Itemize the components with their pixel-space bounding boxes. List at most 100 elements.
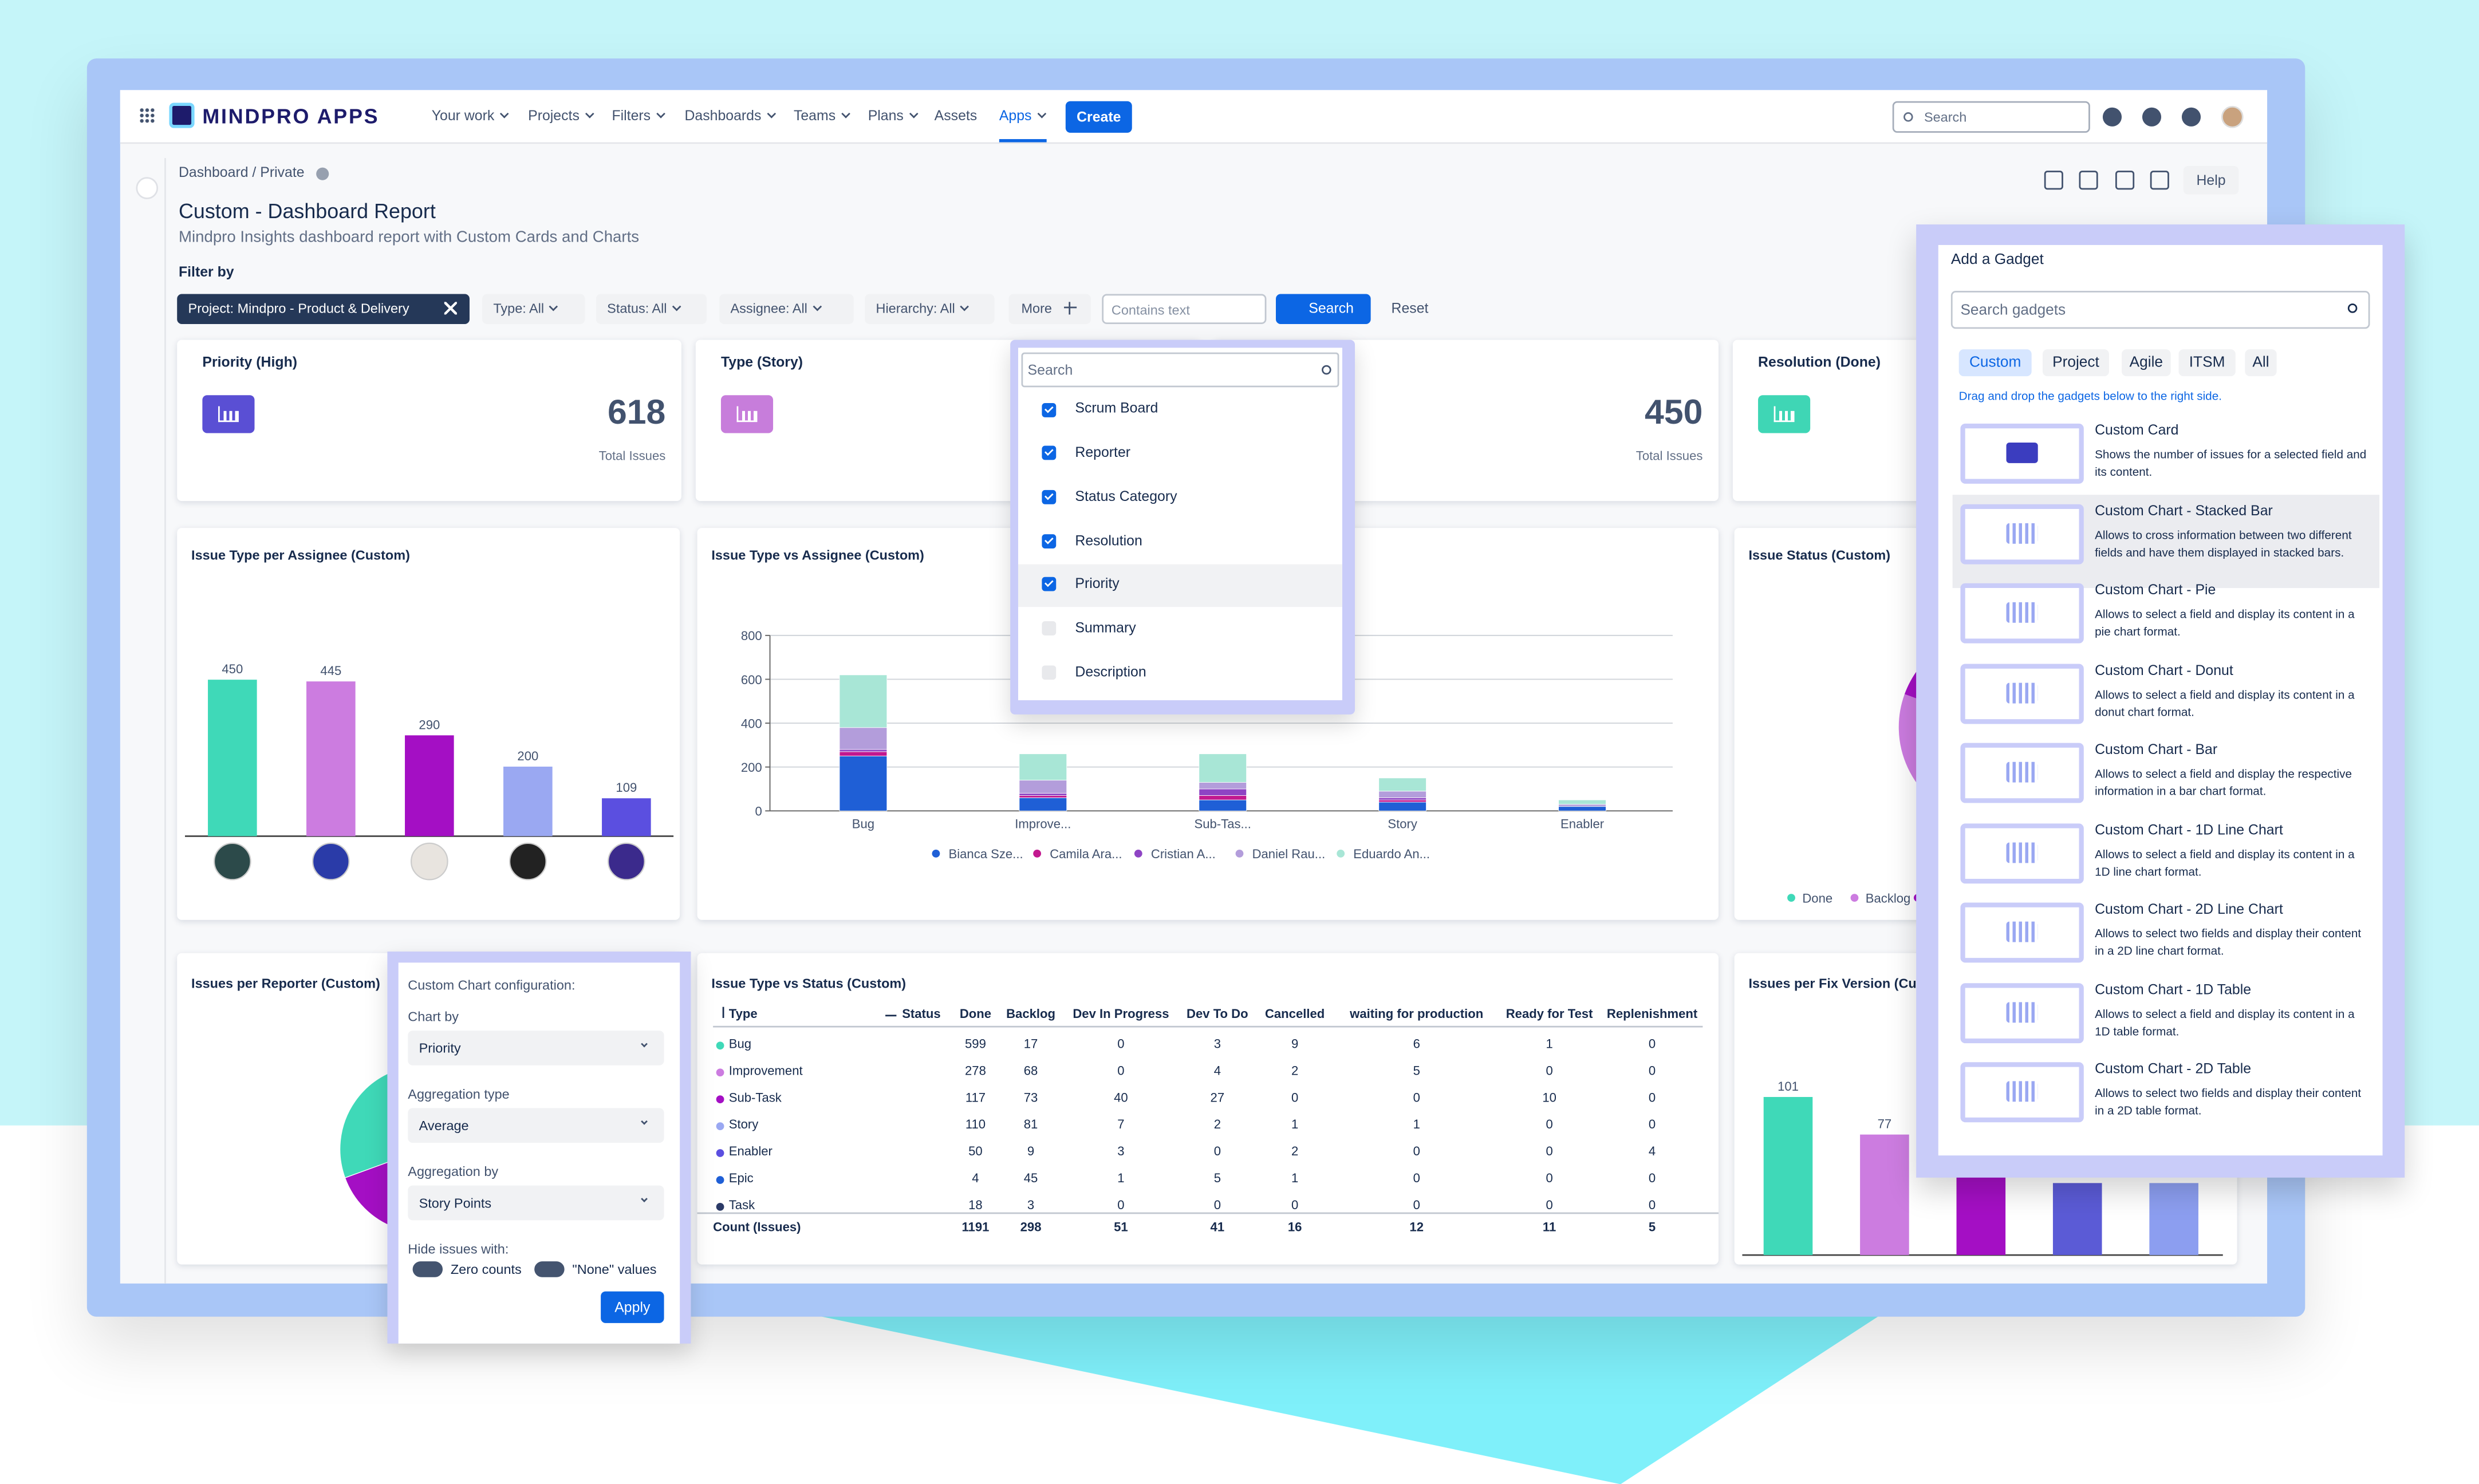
select[interactable]: Average <box>408 1108 664 1143</box>
toggle[interactable] <box>412 1261 443 1277</box>
menu-option[interactable]: Reporter <box>1075 444 1131 460</box>
settings-icon[interactable] <box>2181 107 2201 127</box>
search-box[interactable]: Search <box>1892 101 2090 133</box>
nav-item[interactable]: Projects <box>528 108 592 125</box>
menu-option[interactable]: Priority <box>1075 575 1120 592</box>
config-panel: Custom Chart configuration: Chart by Prior… <box>387 952 691 1344</box>
nav-item[interactable]: Plans <box>868 108 916 125</box>
table-cell: 0 <box>1546 1064 1553 1078</box>
table-cell: 117 <box>965 1091 986 1105</box>
nav-item[interactable]: Your work <box>432 108 507 125</box>
filter-chip[interactable]: Hierarchy: All <box>865 294 995 324</box>
notifications[interactable] <box>2102 107 2122 127</box>
filter-chip[interactable]: Status: All <box>596 294 707 324</box>
chip-remove[interactable] <box>444 302 457 315</box>
gadget-name[interactable]: Custom Chart - 1D Line Chart <box>2095 822 2283 838</box>
gadget-name[interactable]: Custom Chart - Pie <box>2095 582 2216 598</box>
gadget-thumb[interactable] <box>1960 503 2084 564</box>
more-menu-body: Search Scrum Board Reporter Status Category… <box>1018 348 1342 701</box>
help-button[interactable]: Help <box>2183 165 2239 195</box>
gadget-tab[interactable]: All <box>2245 349 2277 377</box>
gadget-thumb[interactable] <box>1960 982 2084 1043</box>
checkbox[interactable] <box>1042 665 1057 680</box>
filter-chip-label: Project: Mindpro - Product & Delivery <box>188 301 409 317</box>
nav-item[interactable]: Apps <box>999 108 1045 125</box>
sidebar-toggle[interactable] <box>136 177 159 199</box>
menu-option[interactable]: Resolution <box>1075 532 1142 548</box>
checkbox-checked[interactable] <box>1042 577 1057 592</box>
gadget-name[interactable]: Custom Chart - 2D Table <box>2095 1061 2252 1078</box>
gadget-name[interactable]: Custom Chart - Stacked Bar <box>2095 502 2273 519</box>
total-row: Count (Issues) 1191 298 51 41 16 12 11 5 <box>697 1212 1719 1241</box>
menu-search[interactable]: Search <box>1021 352 1339 388</box>
nav-item[interactable]: Filters <box>612 108 663 125</box>
table-cell: 81 <box>1023 1118 1038 1132</box>
more-label: More <box>1021 301 1052 317</box>
nav-item[interactable]: Teams <box>794 108 848 125</box>
select[interactable]: Priority <box>408 1031 664 1065</box>
card-title: Type (Story) <box>720 354 803 371</box>
contains-input[interactable]: Contains text <box>1102 294 1267 324</box>
gadget-tab[interactable]: Project <box>2043 349 2109 377</box>
reset-button[interactable]: Reset <box>1391 301 1429 317</box>
gadget-name[interactable]: Custom Chart - 1D Table <box>2095 981 2252 997</box>
create-button[interactable]: Create <box>1065 101 1132 133</box>
menu-option[interactable]: Status Category <box>1075 488 1177 504</box>
table-cell: 0 <box>1648 1118 1656 1132</box>
row-label: Epic <box>728 1171 754 1186</box>
gadget-tab[interactable]: Agile <box>2122 349 2171 377</box>
gadget-name[interactable]: Custom Card <box>2095 423 2179 439</box>
toolbar-icon[interactable] <box>2150 171 2169 190</box>
nav-item[interactable]: Assets <box>934 108 978 124</box>
toolbar-icon[interactable] <box>2044 171 2063 190</box>
checkbox-checked[interactable] <box>1042 402 1057 417</box>
checkbox[interactable] <box>1042 621 1057 636</box>
total-cell: 51 <box>1114 1220 1128 1235</box>
select-value: Priority <box>419 1039 461 1056</box>
gadget-name[interactable]: Custom Chart - Donut <box>2095 662 2233 678</box>
select[interactable]: Story Points <box>408 1185 664 1221</box>
column-header: Dev To Do <box>1187 1007 1248 1021</box>
filter-chip-label: Type: All <box>493 301 557 317</box>
plus-icon <box>1064 302 1077 315</box>
gadget-tab[interactable]: ITSM <box>2178 349 2236 377</box>
more-button[interactable]: More <box>1008 294 1091 324</box>
table-cell: 1 <box>1291 1171 1299 1186</box>
toolbar-icon[interactable] <box>2079 171 2098 190</box>
app-grid-icon <box>139 107 155 124</box>
gadget-thumb[interactable] <box>1960 423 2084 484</box>
filter-chip[interactable]: Project: Mindpro - Product & Delivery <box>177 294 470 324</box>
menu-option[interactable]: Summary <box>1075 619 1136 636</box>
gadget-thumb[interactable] <box>1960 1062 2084 1123</box>
table-cell: 0 <box>1648 1037 1656 1052</box>
toggle-label: "None" values <box>572 1261 657 1277</box>
menu-option[interactable]: Description <box>1075 663 1146 680</box>
gadget-thumb[interactable] <box>1960 743 2084 803</box>
help-icon[interactable] <box>2142 107 2162 127</box>
table-cell: 1 <box>1546 1037 1553 1052</box>
row-label: Task <box>728 1198 755 1213</box>
gadget-name[interactable]: Custom Chart - Bar <box>2095 741 2218 758</box>
gadget-search[interactable]: Search gadgets <box>1950 290 2370 329</box>
gadget-thumb[interactable] <box>1960 663 2084 724</box>
gadget-thumb[interactable] <box>1960 902 2084 963</box>
gadget-thumb[interactable] <box>1960 823 2084 883</box>
toolbar-icon[interactable] <box>2115 171 2135 190</box>
gadget-tab[interactable]: Custom <box>1958 349 2032 377</box>
table-cell: 0 <box>1117 1198 1125 1213</box>
checkbox-checked[interactable] <box>1042 446 1057 460</box>
filter-chip[interactable]: Assignee: All <box>719 294 854 324</box>
filter-chip[interactable]: Type: All <box>482 294 585 324</box>
row-label: Story <box>728 1118 759 1132</box>
filter-label: Filter by <box>178 265 234 281</box>
avatar[interactable] <box>2221 105 2244 128</box>
checkbox-checked[interactable] <box>1042 490 1057 504</box>
search-button[interactable]: Search <box>1275 294 1371 324</box>
apply-button[interactable]: Apply <box>601 1291 664 1323</box>
gadget-thumb[interactable] <box>1960 583 2084 644</box>
gadget-name[interactable]: Custom Chart - 2D Line Chart <box>2095 901 2283 918</box>
checkbox-checked[interactable] <box>1042 534 1057 548</box>
toggle[interactable] <box>534 1261 565 1277</box>
nav-item[interactable]: Dashboards <box>684 108 774 125</box>
menu-option[interactable]: Scrum Board <box>1075 400 1158 417</box>
